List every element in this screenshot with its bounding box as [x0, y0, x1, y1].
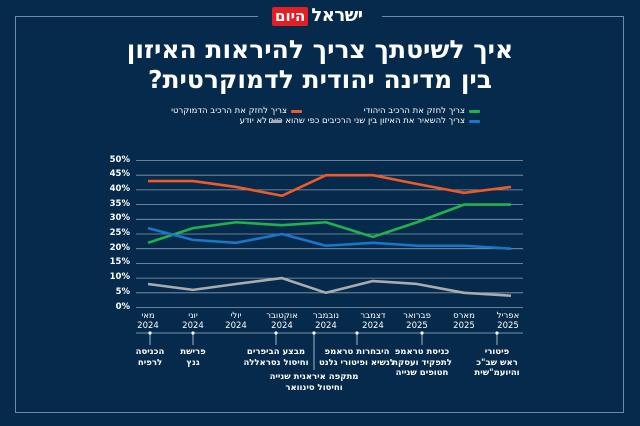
event-annotation: הכניסה לרפיח	[136, 347, 165, 368]
x-tick-label: יוני 2024	[168, 311, 218, 331]
y-tick-label: 50%	[109, 154, 130, 165]
x-tick-label: יולי 2024	[211, 311, 261, 331]
annotation-line: פיטורי	[484, 347, 510, 357]
annotation-line: מבצע הביפרים	[246, 347, 306, 357]
legend-swatch-green	[469, 109, 480, 113]
y-tick-label: 45%	[109, 169, 130, 180]
annotation-dot	[148, 331, 152, 335]
legend-item-democratic: צריך לחזק את הרכיב הדמוקרטי	[171, 106, 302, 116]
x-tick-year: 2024	[225, 321, 247, 331]
series-line-0	[148, 173, 512, 198]
event-annotation: מתקפה איראנית שנייה וחיסול סינוואר	[270, 372, 359, 393]
y-tick-label: 25%	[109, 228, 130, 238]
annotation-line: כניסת טראמפ	[394, 347, 450, 357]
x-tick-month: אוקטובר	[266, 311, 298, 321]
annotation-line: ראש שב"כ	[476, 357, 518, 368]
x-tick-label: נובמבר 2024	[301, 311, 351, 331]
series-line-1	[147, 203, 511, 245]
x-tick-label: אפריל 2025	[483, 311, 533, 331]
legend-swatch-gray	[271, 119, 282, 123]
annotation-dot	[495, 331, 499, 335]
y-tick-label: 30%	[109, 213, 130, 224]
event-annotation: כניסת טראמפ לתפקיד ועסקת חטופים שנייה	[392, 347, 452, 379]
series-line-2	[147, 226, 512, 250]
y-tick-label: 35%	[109, 198, 130, 209]
annotation-dot	[274, 331, 278, 335]
annotation-line: גנץ	[186, 357, 200, 368]
legend-item-keep-balance: צריך להשאיר את האיזון בין שני הרכיבים כפ…	[268, 116, 480, 126]
y-tick-label: 0%	[115, 301, 130, 312]
brand-badge: היום	[272, 6, 309, 26]
legend-label: צריך להשאיר את האיזון בין שני הרכיבים כפ…	[268, 116, 465, 126]
x-tick-year: 2024	[137, 321, 159, 331]
y-tick-label: 5%	[115, 286, 130, 297]
annotation-line: חטופים שנייה	[395, 368, 449, 378]
event-annotation: פיטורי ראש שב"כ והיועמ"שית	[474, 347, 519, 379]
annotation-dot	[191, 331, 195, 335]
annotation-line: לנשיא ופיטורי גלנט	[319, 357, 395, 368]
x-tick-year: 2025	[497, 321, 519, 331]
x-tick-label: פברואר 2025	[392, 311, 442, 331]
annotation-line: וחיסול נסראללה	[243, 357, 309, 368]
annotation-dot	[312, 331, 316, 335]
title-line-1: איך לשיטתך צריך להיראות האיזון	[126, 35, 514, 64]
x-tick-month: נובמבר	[312, 311, 340, 321]
x-tick-year: 2024	[271, 321, 293, 331]
x-tick-month: מאי	[141, 311, 155, 321]
y-tick-label: 40%	[109, 183, 130, 194]
x-tick-label: אוקטובר 2024	[257, 311, 307, 331]
annotation-dot	[355, 331, 359, 335]
annotation-dot	[420, 331, 424, 335]
y-tick-label: 20%	[109, 242, 130, 253]
chart-title: איך לשיטתך צריך להיראות האיזון בין מדינה…	[80, 35, 560, 95]
x-tick-year: 2024	[182, 321, 204, 331]
x-tick-month: דצמבר	[360, 311, 386, 321]
x-tick-year: 2024	[362, 321, 384, 331]
x-tick-year: 2024	[315, 321, 337, 331]
x-tick-month: פברואר	[403, 311, 431, 321]
x-tick-year: 2025	[453, 321, 475, 331]
annotation-line: פרישת	[180, 347, 206, 357]
legend-label: צריך לחזק את הרכיב היהודי	[363, 106, 465, 116]
x-tick-month: יוני	[188, 311, 198, 321]
annotation-line: וחיסול סינוואר	[285, 382, 343, 393]
annotation-line: לרפיח	[137, 357, 163, 368]
x-tick-month: מארס	[453, 311, 475, 321]
legend-item-dont-know: לא יודע	[240, 116, 282, 126]
x-tick-label: דצמבר 2024	[348, 311, 398, 331]
event-annotation: היבחרות טראמפ לנשיא ופיטורי גלנט	[319, 347, 395, 368]
legend-item-jewish: צריך לחזק את הרכיב היהודי	[364, 106, 480, 116]
annotation-line: היבחרות טראמפ	[324, 347, 390, 357]
x-tick-label: מאי 2024	[123, 311, 173, 331]
event-annotation: פרישת גנץ	[180, 347, 205, 368]
legend-label: לא יודע	[239, 116, 267, 126]
x-tick-label: מארס 2025	[439, 311, 489, 331]
annotation-line: מתקפה איראנית שנייה	[269, 372, 359, 382]
brand-logo: ישראל היום	[272, 5, 363, 27]
annotation-line: הכניסה	[135, 347, 165, 357]
legend-swatch-orange	[291, 109, 302, 113]
y-tick-label: 15%	[109, 257, 130, 268]
brand-name: ישראל	[311, 5, 363, 26]
x-tick-month: אפריל	[496, 311, 520, 321]
event-annotation: מבצע הביפרים וחיסול נסראללה	[243, 347, 308, 368]
annotation-line: לתפקיד ועסקת	[392, 357, 452, 368]
title-line-2: בין מדינה יהודית לדמוקרטית?	[147, 65, 493, 94]
legend-label: צריך לחזק את הרכיב הדמוקרטי	[171, 106, 287, 116]
x-tick-month: יולי	[230, 311, 242, 321]
annotation-line: והיועמ"שית	[474, 368, 520, 378]
legend-swatch-blue	[469, 119, 480, 123]
y-tick-label: 10%	[109, 272, 130, 283]
x-tick-year: 2025	[406, 321, 428, 331]
